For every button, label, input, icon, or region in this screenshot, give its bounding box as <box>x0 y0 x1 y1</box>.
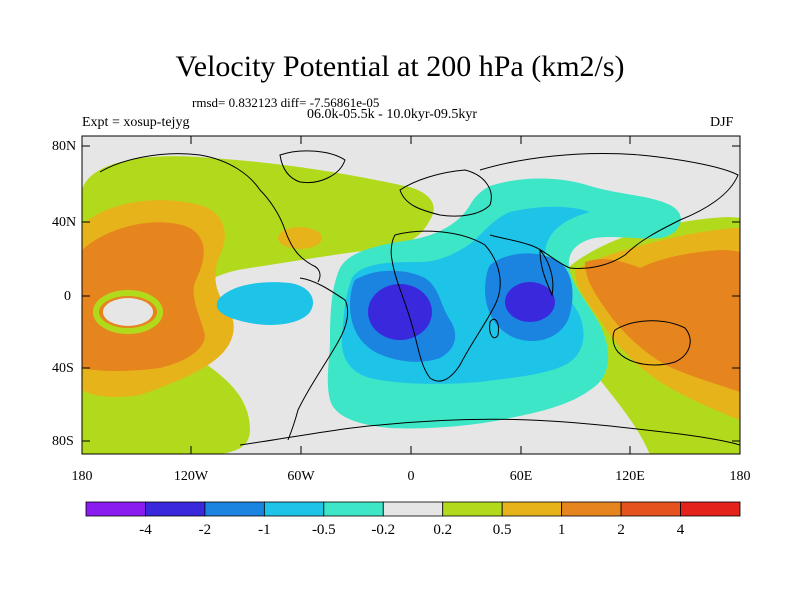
ytick-label-0: 0 <box>64 289 71 304</box>
colorbar-label: -0.2 <box>371 522 396 538</box>
coast-south-america <box>287 277 349 441</box>
colorbar-label: -2 <box>198 522 212 538</box>
colorbar-label: -1 <box>258 522 271 538</box>
colorbar-label: -0.5 <box>311 522 336 538</box>
colorbar-swatch <box>442 501 503 517</box>
ytick-label-40n: 40N <box>52 215 77 230</box>
map-title: Velocity Potential at 200 hPa (km2/s) <box>175 50 625 83</box>
ytick-label-80s: 80S <box>52 434 74 449</box>
axis-ticks <box>81 136 741 454</box>
colorbar-label: 2 <box>617 522 625 538</box>
coast-africa <box>390 230 501 382</box>
colorbar-swatch <box>382 501 444 517</box>
season-label: DJF <box>710 115 734 130</box>
colorbar-swatch <box>323 501 384 517</box>
colorbar-label: 4 <box>676 522 685 538</box>
coast-europe <box>399 169 492 217</box>
coast-north-america <box>99 153 321 283</box>
coast-india <box>539 248 554 297</box>
period-label: 06.0k-05.5k - 10.0kyr-09.5kyr <box>307 107 478 122</box>
xtick-label-60w: 60W <box>287 469 315 484</box>
colorbar-swatch <box>620 501 681 517</box>
xtick-label-180: 180 <box>71 469 93 484</box>
xtick-label-180-right: 180 <box>729 469 751 484</box>
contour-hole-ring <box>93 290 163 334</box>
coastlines <box>99 150 740 446</box>
contour-core-indian <box>505 282 555 322</box>
colorbar-swatch <box>501 501 563 517</box>
colorbar-swatch <box>680 501 741 517</box>
coast-greenland <box>279 150 346 184</box>
xtick-label-60e: 60E <box>509 469 533 484</box>
xtick-label-0: 0 <box>407 469 415 484</box>
colorbar <box>85 501 741 517</box>
ytick-label-40s: 40S <box>52 361 74 376</box>
colorbar-swatch <box>263 501 325 517</box>
coast-madagascar <box>489 318 499 339</box>
colorbar-swatch <box>561 501 622 517</box>
colorbar-swatch <box>204 501 265 517</box>
contour-hole-central-pacific <box>103 298 153 326</box>
contour-core-south-america <box>230 288 310 312</box>
colorbar-label: -4 <box>139 522 152 538</box>
experiment-label: Expt = xosup-tejyg <box>82 115 190 130</box>
contour-north-africa-blob <box>442 258 478 278</box>
ytick-label-80n: 80N <box>52 139 77 154</box>
contour-caribbean-blob <box>278 227 322 249</box>
coast-antarctica <box>239 418 740 446</box>
coast-australia <box>612 320 691 366</box>
contour-core-africa <box>368 284 432 340</box>
colorbar-swatch <box>85 501 146 517</box>
xtick-label-120e: 120E <box>615 469 645 484</box>
colorbar-label: 1 <box>557 522 566 538</box>
stats-label: rmsd= 0.832123 diff= -7.56861e-05 <box>192 95 380 110</box>
coast-asia <box>479 153 739 269</box>
xtick-label-120w: 120W <box>173 469 209 484</box>
colorbar-label: 0.2 <box>433 522 453 538</box>
contour-fill <box>82 136 740 454</box>
colorbar-label: 0.5 <box>492 522 512 538</box>
colorbar-swatch <box>145 501 206 517</box>
